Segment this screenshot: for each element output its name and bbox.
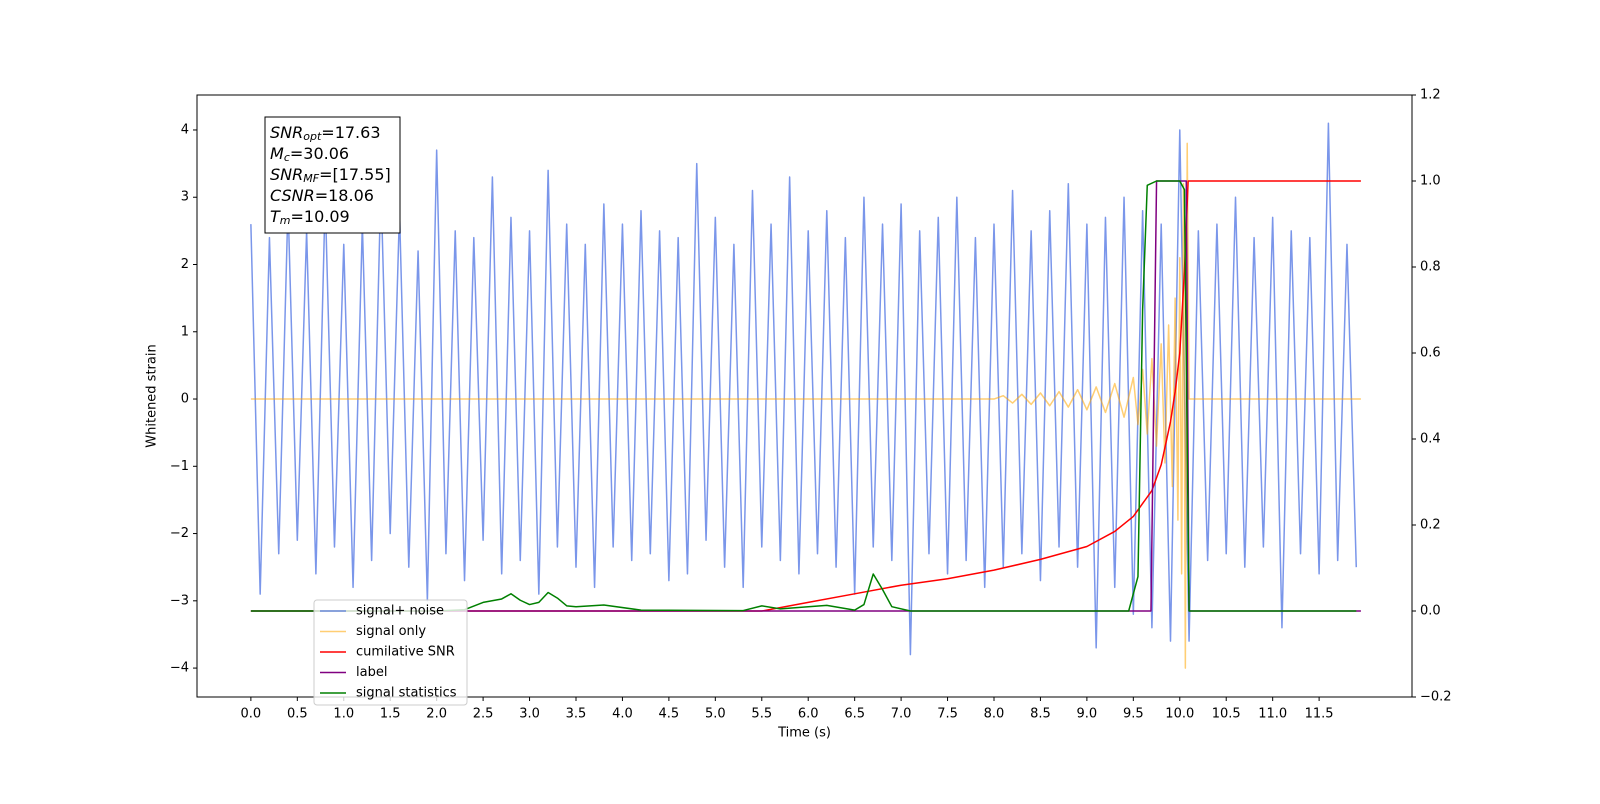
legend-label: cumilative SNR xyxy=(356,645,455,660)
annotation-math: CSNR xyxy=(270,186,315,205)
y-tick-label: 4 xyxy=(181,122,189,137)
y2-tick-label: 0.4 xyxy=(1420,432,1441,447)
annotation-text: =30.06 xyxy=(290,144,349,163)
x-tick-label: 2.0 xyxy=(426,707,447,722)
x-tick-label: 7.0 xyxy=(891,707,912,722)
annotation-line: Mc=30.06 xyxy=(270,144,349,165)
series-line xyxy=(250,142,1361,669)
x-tick-label: 5.0 xyxy=(705,707,726,722)
annotation-text: =18.06 xyxy=(315,186,374,205)
x-tick-label: 4.5 xyxy=(659,707,680,722)
y2-tick-label: 0.8 xyxy=(1420,260,1441,275)
annotation-text: =10.09 xyxy=(291,207,350,226)
y-tick-label: 2 xyxy=(181,257,189,272)
annotation-line: SNRopt=17.63 xyxy=(270,123,381,144)
x-tick-label: 6.0 xyxy=(798,707,819,722)
annotation: SNRopt=17.63Mc=30.06SNRMF=[17.55]CSNR=18… xyxy=(264,116,401,234)
annotation-box xyxy=(264,116,401,234)
y2-tick-label: 0.6 xyxy=(1420,346,1441,361)
annotation-text: =17.63 xyxy=(321,123,380,142)
annotation-math: T xyxy=(270,207,281,226)
annotation-line: Tm=10.09 xyxy=(270,207,350,228)
series-line xyxy=(250,180,1357,612)
annotation-math: SNR xyxy=(270,165,303,184)
x-tick-label: 3.5 xyxy=(566,707,587,722)
x-tick-label: 1.5 xyxy=(380,707,401,722)
x-tick-label: 3.0 xyxy=(519,707,540,722)
x-tick-label: 9.5 xyxy=(1123,707,1144,722)
y-axis-label: Whitened strain xyxy=(145,344,160,447)
legend-label: signal+ noise xyxy=(356,604,444,619)
x-tick-label: 2.5 xyxy=(473,707,494,722)
series-line xyxy=(250,180,1361,612)
annotation-text: =[17.55] xyxy=(319,165,391,184)
x-tick-label: 6.5 xyxy=(844,707,865,722)
annotation-math: SNR xyxy=(270,123,303,142)
annotation-sub: opt xyxy=(303,130,322,143)
legend-box xyxy=(313,599,468,706)
x-tick-label: 8.0 xyxy=(984,707,1005,722)
y2-tick-label: 0.0 xyxy=(1420,604,1441,619)
legend-label: signal statistics xyxy=(356,686,457,701)
y-tick-label: 1 xyxy=(181,324,189,339)
x-tick-label: 7.5 xyxy=(937,707,958,722)
series-line xyxy=(250,122,1358,656)
x-tick-label: 5.5 xyxy=(751,707,772,722)
y-tick-label: −4 xyxy=(170,661,189,676)
annotation-math: M xyxy=(270,144,284,163)
x-tick-label: 0.5 xyxy=(287,707,308,722)
plot-frame xyxy=(196,94,1413,698)
y-tick-label: −2 xyxy=(170,526,189,541)
y2-tick-label: −0.2 xyxy=(1420,690,1452,705)
y2-tick-label: 1.2 xyxy=(1420,88,1441,103)
x-tick-label: 10.5 xyxy=(1212,707,1241,722)
y2-tick-label: 1.0 xyxy=(1420,174,1441,189)
annotation-sub: c xyxy=(284,151,290,164)
y-tick-label: −3 xyxy=(170,593,189,608)
x-tick-label: 1.0 xyxy=(333,707,354,722)
x-tick-label: 11.0 xyxy=(1258,707,1287,722)
x-axis-label: Time (s) xyxy=(777,726,831,741)
annotation-line: SNRMF=[17.55] xyxy=(270,165,391,186)
y-tick-label: 0 xyxy=(181,392,189,407)
annotation-sub: m xyxy=(280,214,291,227)
legend: signal+ noise signal only cumilative SNR la… xyxy=(313,599,468,706)
x-tick-label: 4.0 xyxy=(612,707,633,722)
y-tick-label: 3 xyxy=(181,190,189,205)
x-tick-label: 9.0 xyxy=(1077,707,1098,722)
legend-label: label xyxy=(356,665,387,680)
x-tick-label: 10.0 xyxy=(1165,707,1194,722)
annotation-line: CSNR=18.06 xyxy=(270,186,374,205)
y-tick-label: −1 xyxy=(170,459,189,474)
x-tick-label: 0.0 xyxy=(241,707,262,722)
x-tick-label: 8.5 xyxy=(1030,707,1051,722)
y2-tick-label: 0.2 xyxy=(1420,518,1441,533)
annotation-sub: MF xyxy=(303,172,319,185)
legend-label: signal only xyxy=(356,624,426,639)
x-tick-label: 11.5 xyxy=(1305,707,1334,722)
